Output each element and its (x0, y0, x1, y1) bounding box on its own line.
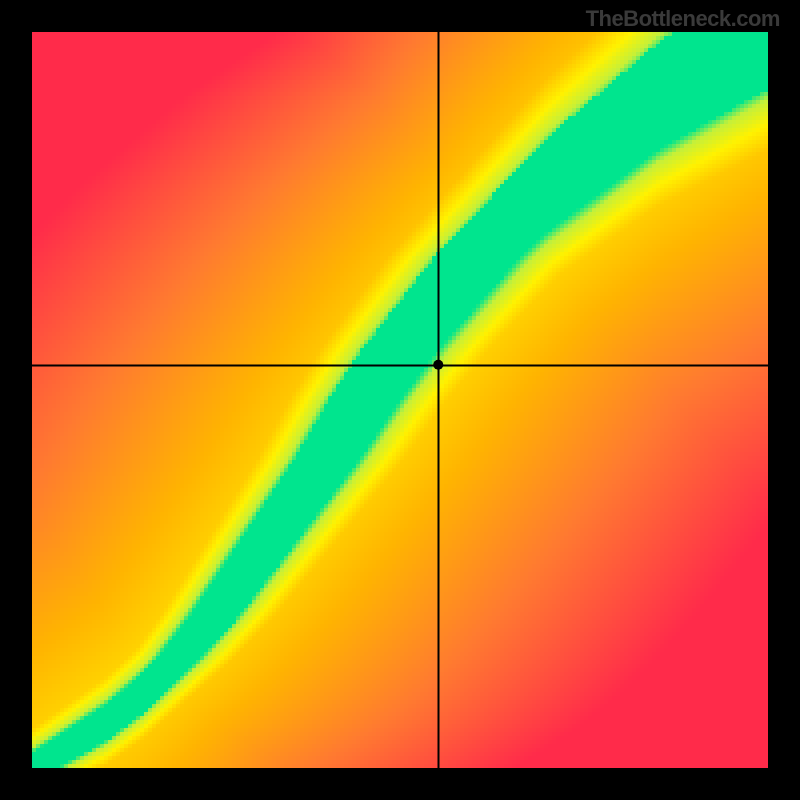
heatmap-canvas (32, 32, 768, 768)
chart-container: TheBottleneck.com (0, 0, 800, 800)
watermark-text: TheBottleneck.com (586, 6, 780, 32)
heatmap-plot-area (32, 32, 768, 768)
